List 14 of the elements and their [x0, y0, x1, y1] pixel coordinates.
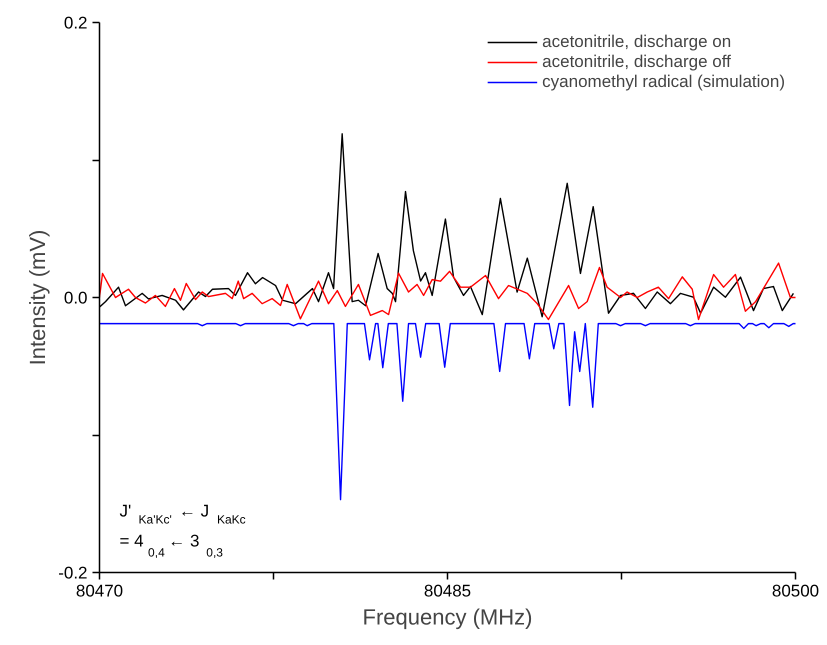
x-tick-label: 80470 — [76, 582, 124, 600]
y-tick-label: 0.0 — [64, 288, 88, 308]
legend-label: acetonitrile, discharge on — [542, 32, 732, 52]
line-series — [100, 262, 796, 320]
legend-label: cyanomethyl radical (simulation) — [542, 72, 785, 92]
y-axis-title: Intensity (mV) — [25, 230, 50, 366]
annotation: = 40,4 ← 30,3 — [120, 532, 224, 560]
line-series — [100, 322, 796, 500]
y-tick-label: 0.2 — [64, 14, 88, 32]
text: -0.2 — [58, 564, 88, 582]
x-axis-title: Frequency (MHz) — [362, 604, 532, 630]
x-tick-label: 80485 — [424, 582, 472, 600]
x-tick-label: 80500 — [772, 582, 820, 600]
legend-label: acetonitrile, discharge off — [542, 52, 731, 72]
